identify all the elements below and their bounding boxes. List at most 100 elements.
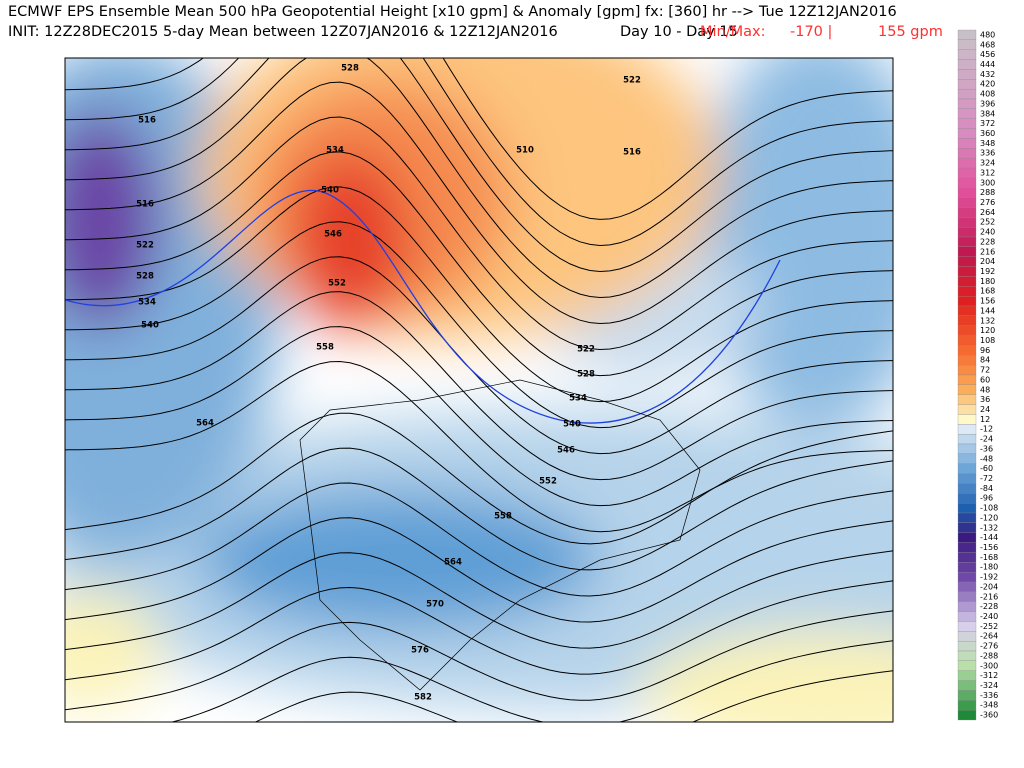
colorbar-label: -12 [980, 425, 993, 434]
colorbar-swatch [957, 295, 977, 307]
colorbar-swatch [957, 226, 977, 238]
colorbar-swatch [957, 197, 977, 208]
colorbar-label: 336 [980, 149, 995, 158]
colorbar-swatch [957, 581, 977, 593]
colorbar-label: 240 [980, 228, 995, 237]
colorbar-swatch [957, 246, 977, 257]
colorbar-label: -312 [980, 671, 998, 680]
contour-line [65, 58, 893, 299]
colorbar-label: 480 [980, 30, 995, 39]
contour-line [65, 221, 893, 429]
colorbar-label: -192 [980, 573, 998, 582]
colorbar-swatch [957, 562, 977, 573]
colorbar-swatch [957, 177, 977, 188]
colorbar-swatch [957, 522, 977, 533]
title: ECMWF EPS Ensemble Mean 500 hPa Geopoten… [8, 4, 897, 20]
colorbar-label: -144 [980, 533, 998, 542]
contour-line [65, 58, 893, 273]
contour-line [65, 116, 893, 351]
colorbar-swatch [957, 345, 977, 356]
colorbar-label: 312 [980, 168, 995, 177]
colorbar-label: 228 [980, 237, 995, 246]
colorbar-swatch [957, 167, 977, 179]
colorbar-label: -168 [980, 553, 998, 562]
colorbar-swatch [957, 39, 977, 50]
colorbar-swatch [957, 305, 977, 317]
colorbar-label: -336 [980, 691, 998, 700]
colorbar-label: 468 [980, 40, 995, 49]
colorbar-swatch [957, 69, 977, 80]
contour-label: 528 [341, 64, 359, 74]
contour-line [65, 186, 893, 403]
colorbar-swatch [957, 335, 977, 346]
colorbar-label: 396 [980, 99, 995, 108]
colorbar-label: 192 [980, 267, 995, 276]
colorbar-label: -60 [980, 464, 993, 473]
colorbar-swatch [957, 453, 977, 464]
colorbar-label: -252 [980, 622, 998, 631]
contour-label: 558 [494, 512, 512, 522]
contour-label: 564 [196, 419, 214, 429]
colorbar-swatch [957, 266, 977, 277]
colorbar-label: -324 [980, 681, 998, 690]
colorbar-swatch [957, 502, 977, 514]
colorbar-swatch [957, 700, 977, 711]
contour-label: 540 [141, 321, 159, 331]
colorbar-label: 204 [980, 257, 995, 266]
contour-labels: 516 516 522 528 534 540 564 528 534 540 546 552 558 5… [136, 64, 641, 703]
colorbar-label: 72 [980, 366, 990, 375]
colorbar-swatch [957, 236, 977, 248]
colorbar-label: -264 [980, 632, 998, 641]
colorbar-swatch [957, 148, 977, 159]
day-range: Day 10 - Day 15 [620, 24, 738, 40]
colorbar-swatch [957, 276, 977, 287]
colorbar-label: 12 [980, 415, 990, 424]
colorbar-label: -288 [980, 651, 998, 660]
colorbar-swatch [957, 217, 977, 228]
colorbar-swatch [957, 473, 977, 484]
contour-line [65, 151, 893, 377]
contour-label: 516 [138, 116, 156, 126]
colorbar-label: 84 [980, 356, 990, 365]
contour-label: 558 [316, 343, 334, 353]
contour-line [254, 670, 893, 722]
colorbar-swatch [957, 108, 977, 119]
colorbar-label: 168 [980, 287, 995, 296]
colorbar-swatch [957, 157, 977, 169]
colorbar-swatch [957, 374, 977, 386]
colorbar-label: 36 [980, 395, 990, 404]
colorbar-swatch [957, 394, 977, 405]
colorbar-label: 120 [980, 326, 995, 335]
colorbar-label: 108 [980, 336, 995, 345]
contour-line [65, 517, 893, 623]
colorbar-swatch [957, 631, 977, 642]
map-frame [64, 57, 894, 723]
contour-line [65, 447, 893, 571]
colorbar-label: 252 [980, 218, 995, 227]
colorbar-swatch [957, 29, 977, 41]
colorbar-label: 48 [980, 385, 990, 394]
contour-label: 540 [563, 420, 581, 430]
colorbar-label: 360 [980, 129, 995, 138]
coastline [299, 379, 701, 691]
contour-label: 516 [623, 148, 641, 158]
colorbar-swatch [957, 690, 977, 701]
contour-label: 564 [444, 558, 462, 568]
subtitle: INIT: 12Z28DEC2015 5-day Mean between 12… [8, 24, 558, 40]
colorbar-label: 372 [980, 119, 995, 128]
colorbar-label: 384 [980, 109, 995, 118]
colorbar-swatch [957, 483, 977, 494]
colorbar-label: -120 [980, 513, 998, 522]
max-value: 155 gpm [878, 24, 943, 40]
colorbar-label: -36 [980, 444, 993, 453]
colorbar-swatch [957, 98, 977, 110]
contour-line [65, 326, 893, 507]
colorbar-swatch [957, 443, 977, 455]
colorbar-label: 324 [980, 159, 995, 168]
colorbar-swatch [957, 286, 977, 297]
contour-line [65, 58, 893, 247]
contour-line [65, 550, 893, 651]
contours [65, 58, 893, 722]
colorbar-label: 96 [980, 346, 990, 355]
